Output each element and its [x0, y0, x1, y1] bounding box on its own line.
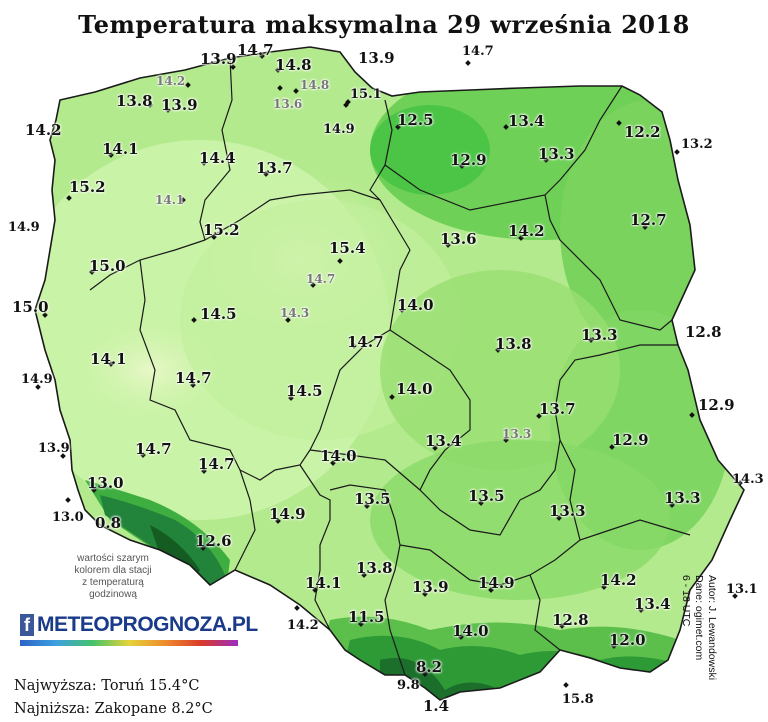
station-temperature-label: 12.0 — [609, 631, 646, 649]
station-temperature-label: 13.9 — [38, 441, 70, 456]
station-temperature-label: 14.3 — [732, 472, 764, 487]
station-temperature-label: 13.4 — [634, 595, 671, 613]
station-temperature-label: 13.6 — [273, 97, 303, 111]
station-temperature-label: 14.8 — [275, 56, 312, 74]
station-temperature-label: 14.1 — [305, 574, 342, 592]
legend-note-line: godzinową — [89, 589, 137, 600]
station-temperature-label: 13.3 — [502, 427, 532, 441]
station-temperature-label: 14.0 — [452, 622, 489, 640]
legend-note-line: kolorem dla stacji — [74, 565, 152, 576]
logo-text: METEOPROGNOZA.PL — [37, 613, 258, 636]
station-temperature-label: 14.9 — [21, 372, 53, 387]
station-temperature-label: 13.5 — [468, 487, 505, 505]
station-temperature-label: 12.9 — [612, 431, 649, 449]
station-temperature-label: 14.9 — [269, 505, 306, 523]
station-temperature-label: 14.1 — [155, 193, 185, 207]
legend-note-line: z temperaturą — [82, 577, 144, 588]
station-temperature-label: 13.3 — [549, 502, 586, 520]
station-temperature-label: 14.0 — [397, 296, 434, 314]
logo-color-bar — [20, 640, 238, 646]
station-temperature-label: 1.4 — [423, 697, 450, 715]
station-temperature-label: 12.9 — [450, 151, 487, 169]
station-temperature-label: 14.2 — [600, 571, 637, 589]
station-temperature-label: 13.1 — [726, 582, 758, 597]
station-temperature-label: 13.8 — [495, 335, 532, 353]
station-temperature-label: 13.6 — [440, 230, 477, 248]
station-temperature-label: 12.8 — [552, 611, 589, 629]
station-temperature-label: 0.8 — [95, 514, 122, 532]
station-temperature-label: 14.5 — [200, 305, 237, 323]
station-temperature-label: 15.0 — [89, 257, 126, 275]
station-temperature-label: 12.5 — [397, 111, 434, 129]
credit-data-source: Dane: ogimet.com — [693, 575, 705, 661]
station-temperature-label: 14.7 — [347, 333, 384, 351]
station-temperature-label: 14.3 — [280, 306, 310, 320]
station-temperature-label: 14.9 — [8, 220, 40, 235]
station-temperature-label: 12.2 — [624, 123, 661, 141]
station-temperature-label: 13.4 — [425, 432, 462, 450]
station-temperature-label: 12.9 — [698, 396, 735, 414]
station-temperature-label: 14.1 — [90, 350, 127, 368]
station-temperature-label: 14.0 — [320, 447, 357, 465]
station-temperature-label: 15.1 — [350, 87, 382, 102]
meteoprognoza-logo[interactable]: f METEOPROGNOZA.PL — [20, 612, 258, 638]
credit-time-range: 6 - 18 UTC — [680, 575, 692, 627]
station-temperature-label: 13.0 — [87, 474, 124, 492]
station-temperature-label: 13.2 — [681, 137, 713, 152]
station-temperature-label: 9.8 — [397, 678, 420, 693]
highest-temperature: Najwyższa: Toruń 15.4°C — [14, 678, 200, 694]
station-temperature-label: 13.5 — [354, 490, 391, 508]
station-temperature-label: 13.9 — [161, 96, 198, 114]
station-temperature-label: 14.9 — [478, 574, 515, 592]
station-temperature-label: 14.7 — [306, 272, 336, 286]
station-temperature-label: 13.8 — [116, 92, 153, 110]
station-temperature-label: 15.0 — [12, 298, 49, 316]
station-temperature-label: 14.4 — [199, 149, 236, 167]
station-temperature-label: 14.7 — [237, 41, 274, 59]
station-temperature-label: 15.2 — [203, 221, 240, 239]
station-temperature-label: 14.2 — [508, 222, 545, 240]
station-temperature-label: 14.7 — [462, 44, 494, 59]
station-temperature-label: 13.7 — [539, 400, 576, 418]
station-temperature-label: 13.4 — [508, 112, 545, 130]
station-temperature-label: 14.8 — [300, 78, 330, 92]
station-temperature-label: 15.2 — [69, 178, 106, 196]
credits: Autor: J. Lewandowski Dane: ogimet.com 6… — [679, 575, 718, 680]
station-temperature-label: 13.9 — [358, 49, 395, 67]
lowest-temperature: Najniższa: Zakopane 8.2°C — [14, 701, 213, 717]
station-temperature-label: 14.7 — [198, 455, 235, 473]
legend-note: wartości szarym kolorem dla stacji z tem… — [48, 553, 178, 601]
station-temperature-label: 13.9 — [200, 50, 237, 68]
station-temperature-label: 12.6 — [195, 532, 232, 550]
station-temperature-label: 12.7 — [630, 211, 667, 229]
station-temperature-label: 14.2 — [25, 121, 62, 139]
station-temperature-label: 14.2 — [156, 74, 186, 88]
station-temperature-label: 13.0 — [52, 510, 84, 525]
station-temperature-label: 13.8 — [356, 559, 393, 577]
station-temperature-label: 14.7 — [175, 369, 212, 387]
station-temperature-label: 14.0 — [396, 380, 433, 398]
station-temperature-label: 14.9 — [323, 122, 355, 137]
station-temperature-label: 14.1 — [102, 140, 139, 158]
map-title: Temperatura maksymalna 29 września 2018 — [78, 10, 690, 39]
station-temperature-label: 11.5 — [348, 608, 385, 626]
station-temperature-label: 13.3 — [538, 145, 575, 163]
station-temperature-label: 13.3 — [664, 489, 701, 507]
station-temperature-label: 15.8 — [562, 692, 594, 707]
station-temperature-label: 13.7 — [256, 159, 293, 177]
credit-author: Autor: J. Lewandowski — [706, 575, 718, 681]
station-temperature-label: 14.7 — [135, 440, 172, 458]
station-temperature-label: 12.8 — [685, 323, 722, 341]
station-temperature-label: 13.9 — [412, 578, 449, 596]
station-temperature-label: 13.3 — [581, 326, 618, 344]
legend-note-line: wartości szarym — [77, 553, 149, 564]
facebook-f-icon[interactable]: f — [20, 614, 34, 636]
station-temperature-label: 14.5 — [286, 382, 323, 400]
station-temperature-label: 8.2 — [416, 658, 443, 676]
station-temperature-label: 15.4 — [329, 239, 366, 257]
station-temperature-label: 14.2 — [287, 618, 319, 633]
